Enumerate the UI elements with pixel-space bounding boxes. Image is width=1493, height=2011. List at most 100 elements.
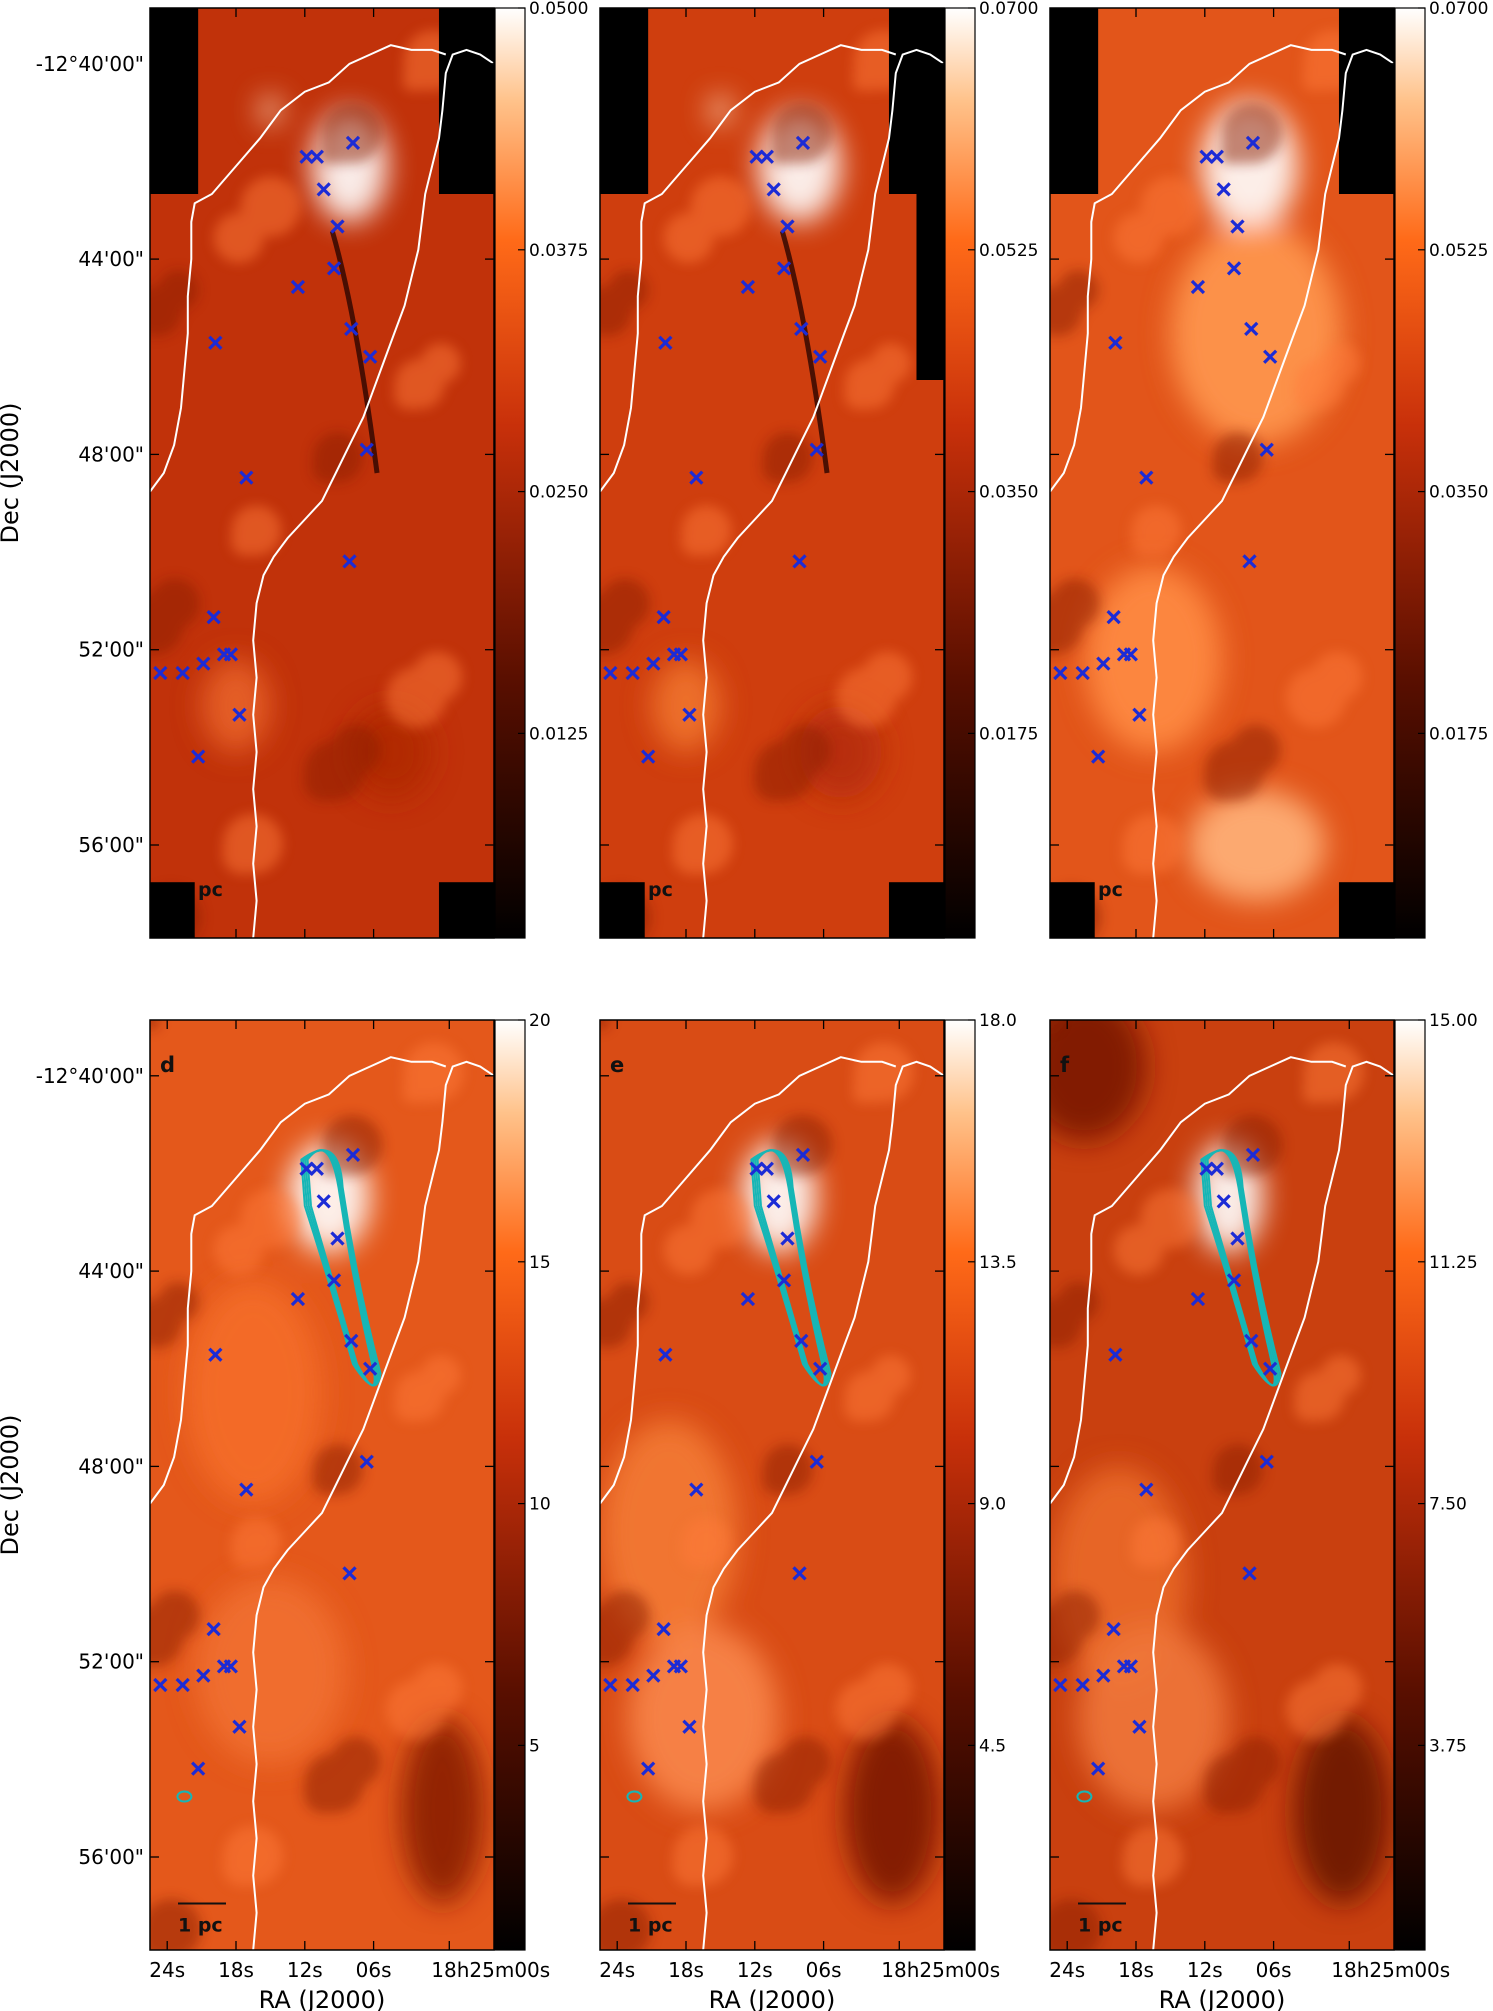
source-marker [1123, 647, 1138, 662]
panel-frame [599, 1019, 945, 1951]
panel-e: e 1 pc 18.0 13.5 9.0 4.5 [599, 1011, 1017, 1951]
source-marker [1096, 656, 1111, 671]
source-marker [766, 1194, 781, 1209]
colorbar: 0.0500 0.0375 0.0250 0.0125 [494, 0, 588, 939]
colorbar-label: 0.0525 [1429, 241, 1488, 261]
source-marker [1108, 1347, 1123, 1362]
source-marker [603, 665, 618, 681]
source-marker [646, 1668, 661, 1683]
source-marker [1190, 279, 1206, 295]
scale-bar-label: 1 pc [1078, 1915, 1123, 1937]
ra-tick-label: 24s [599, 1958, 635, 1982]
source-marker [232, 1719, 247, 1734]
scale-bar-label: pc [1098, 879, 1123, 901]
source-marker [1132, 707, 1147, 722]
colorbar: 18.0 13.5 9.0 4.5 [944, 1011, 1017, 1951]
panel-letter: e [610, 1053, 624, 1077]
colorbar-label: 20 [529, 1011, 551, 1031]
source-marker [1230, 219, 1245, 234]
colorbar: 0.0700 0.0525 0.0350 0.0175 [1394, 0, 1488, 939]
dec-tick-label: 44'00" [78, 1259, 144, 1283]
ra-tick-labels: 24s 18s 12s 06s 18h25m00s [599, 1958, 1000, 1982]
source-marker [326, 1273, 342, 1288]
ra-tick-label: 18h25m00s [431, 1958, 550, 1982]
panel-f: f 1 pc 15.00 11.25 7.50 3.75 [1049, 1011, 1478, 1951]
dec-tick-labels: -12°40'00" 44'00" 48'00" 52'00" 56'00" [36, 52, 144, 857]
colorbar-label: 0.0175 [979, 724, 1038, 744]
region-boundary [150, 44, 447, 493]
source-marker [239, 470, 254, 485]
region-boundary [252, 48, 494, 938]
source-marker [792, 1566, 807, 1581]
panel-frame [1049, 7, 1395, 939]
region-boundary [702, 48, 944, 938]
source-marker [1244, 321, 1259, 336]
panel-letter: f [1060, 1053, 1070, 1077]
region-boundary [702, 1060, 944, 1950]
source-marker [759, 149, 774, 164]
ra-tick-label: 12s [1187, 1958, 1223, 1982]
ra-axis-title: RA (J2000) [259, 1986, 386, 2011]
ra-tick-label: 18h25m00s [881, 1958, 1000, 1982]
dec-tick-labels: -12°40'00" 44'00" 48'00" 52'00" 56'00" [36, 1064, 144, 1869]
source-marker [1244, 1333, 1259, 1348]
source-marker [646, 656, 661, 671]
ra-tick-label: 24s [1049, 1958, 1085, 1982]
source-marker [191, 749, 206, 764]
source-marker [316, 182, 331, 197]
source-marker [1245, 1147, 1261, 1162]
source-marker [682, 1719, 697, 1734]
source-marker [153, 665, 168, 681]
source-marker [1106, 610, 1121, 625]
scale-bar-label: 1 pc [178, 1915, 223, 1937]
source-marker [1226, 1273, 1242, 1288]
ra-axis-title: RA (J2000) [1159, 1986, 1286, 2011]
dec-tick-label: 48'00" [78, 1454, 144, 1478]
source-marker [689, 470, 704, 485]
source-marker [196, 656, 211, 671]
source-marker [299, 1161, 314, 1176]
colorbar-label: 15.00 [1429, 1011, 1478, 1031]
source-marker [682, 707, 697, 722]
source-marker [641, 1761, 656, 1776]
region-boundary [600, 44, 897, 493]
panel-letter: d [160, 1053, 175, 1077]
source-marker [658, 1347, 673, 1362]
source-marker [342, 1566, 357, 1581]
source-marker [1230, 1231, 1245, 1246]
source-marker [749, 1161, 764, 1176]
source-marker [689, 1482, 704, 1497]
scale-bar-label: 1 pc [628, 1915, 673, 1937]
colorbar-label: 0.0350 [979, 483, 1038, 503]
source-marker [1216, 1194, 1231, 1209]
colorbar-label: 15 [529, 1253, 551, 1273]
region-boundary [150, 1056, 447, 1505]
source-marker [625, 665, 640, 681]
source-marker [740, 1291, 756, 1307]
source-marker [1123, 1659, 1138, 1674]
source-marker [656, 610, 671, 625]
colorbar-label: 0.0250 [529, 483, 588, 503]
source-marker [344, 321, 359, 336]
map-image [600, 8, 944, 938]
panel-d: d 1 pc 20 15 10 5 [149, 1011, 551, 1951]
ra-tick-label: 06s [356, 1958, 392, 1982]
source-marker [776, 261, 792, 276]
dec-axis-title: Dec (J2000) [0, 403, 24, 544]
source-marker [809, 442, 824, 457]
source-marker [1263, 1361, 1278, 1376]
source-marker [1053, 1677, 1068, 1693]
dec-tick-label: 56'00" [78, 833, 144, 857]
source-marker [1199, 1161, 1214, 1176]
source-marker [345, 135, 361, 150]
source-marker [175, 665, 190, 681]
source-marker [1106, 1622, 1121, 1637]
ra-tick-label: 18s [1118, 1958, 1154, 1982]
source-marker [1259, 1454, 1274, 1469]
ra-axis-title: RA (J2000) [709, 1986, 836, 2011]
scale-bar-label: pc [198, 879, 223, 901]
ra-tick-label: 24s [149, 1958, 185, 1982]
source-marker [1132, 1719, 1147, 1734]
ra-tick-label: 18s [668, 1958, 704, 1982]
source-marker [359, 442, 374, 457]
